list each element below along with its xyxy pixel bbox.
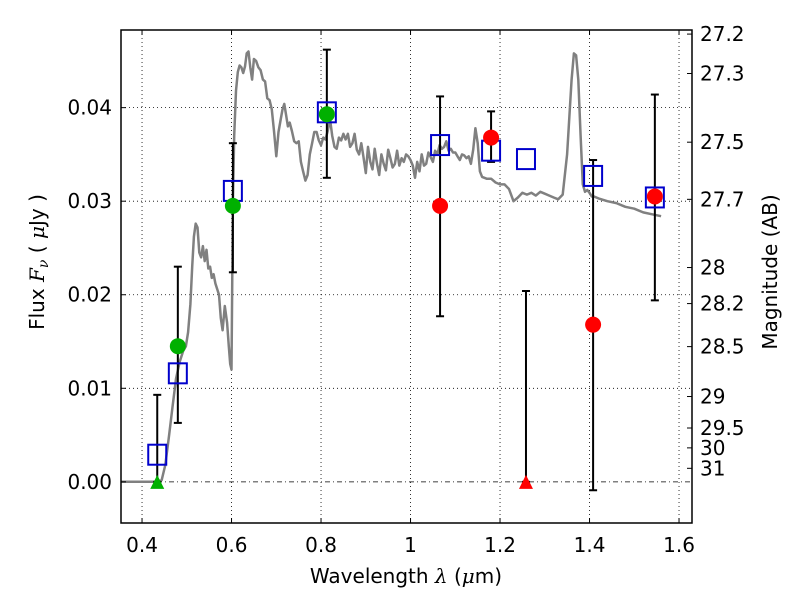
y2-tick-label: 27.7 xyxy=(700,187,745,211)
y-tick-label: 0.00 xyxy=(67,470,112,494)
red-data-point xyxy=(483,129,500,146)
y2-tick-label: 29 xyxy=(700,385,725,409)
x-tick-label: 0.8 xyxy=(305,533,337,557)
synthetic-photometry-marker xyxy=(583,164,604,187)
y-tick-label: 0.03 xyxy=(67,189,112,213)
y-axis: 0.00 0.01 0.02 0.03 0.04 xyxy=(67,96,126,494)
green-data-point xyxy=(169,338,186,355)
synthetic-photometry-marker xyxy=(147,443,168,466)
y2-tick-label: 27.2 xyxy=(700,22,745,46)
synthetic-photometry-marker xyxy=(430,134,451,157)
plot-area xyxy=(121,48,665,492)
spectrum-line xyxy=(121,50,662,484)
synthetic-photometry-marker xyxy=(644,186,665,209)
x-axis: 0.4 0.6 0.8 1 1.2 1.4 1.6 xyxy=(126,30,695,557)
y-axis-label: Flux Fν ( μJy ) xyxy=(25,194,52,330)
y2-tick-label: 29.5 xyxy=(700,416,745,440)
green-upper-limit-marker xyxy=(150,474,165,489)
synthetic-photometry-marker xyxy=(515,148,536,171)
y2-tick-label: 27.3 xyxy=(700,61,745,85)
x-tick-label: 1.6 xyxy=(663,533,695,557)
x-tick-label: 1.2 xyxy=(484,533,516,557)
green-data-point xyxy=(318,106,335,123)
y2-tick-label: 27.5 xyxy=(700,130,745,154)
x-tick-label: 1.4 xyxy=(574,533,606,557)
y2-tick-label: 28.2 xyxy=(700,292,745,316)
y-tick-label: 0.01 xyxy=(67,376,112,400)
grid-lines xyxy=(121,30,692,523)
x-tick-label: 0.6 xyxy=(216,533,248,557)
red-data-point xyxy=(432,197,449,214)
red-data-point xyxy=(646,188,663,205)
x-axis-label: Wavelength λ (μm) xyxy=(310,564,502,588)
x-tick-label: 0.4 xyxy=(126,533,158,557)
y2-tick-label: 30 xyxy=(700,436,725,460)
y2-tick-label: 31 xyxy=(700,456,725,480)
red-upper-limit-marker xyxy=(518,474,533,489)
synthetic-photometry-marker xyxy=(167,362,188,385)
y-tick-label: 0.02 xyxy=(67,283,112,307)
y2-tick-label: 28.5 xyxy=(700,335,745,359)
red-data-point xyxy=(585,316,602,333)
synthetic-photometry-marker xyxy=(316,101,337,124)
green-data-point xyxy=(224,197,241,214)
y-tick-label: 0.04 xyxy=(67,96,112,120)
y2-axis-label: Magnitude (AB) xyxy=(758,194,782,349)
y2-tick-label: 28 xyxy=(700,256,725,280)
x-tick-label: 1 xyxy=(404,533,417,557)
axes-frame xyxy=(120,29,693,524)
